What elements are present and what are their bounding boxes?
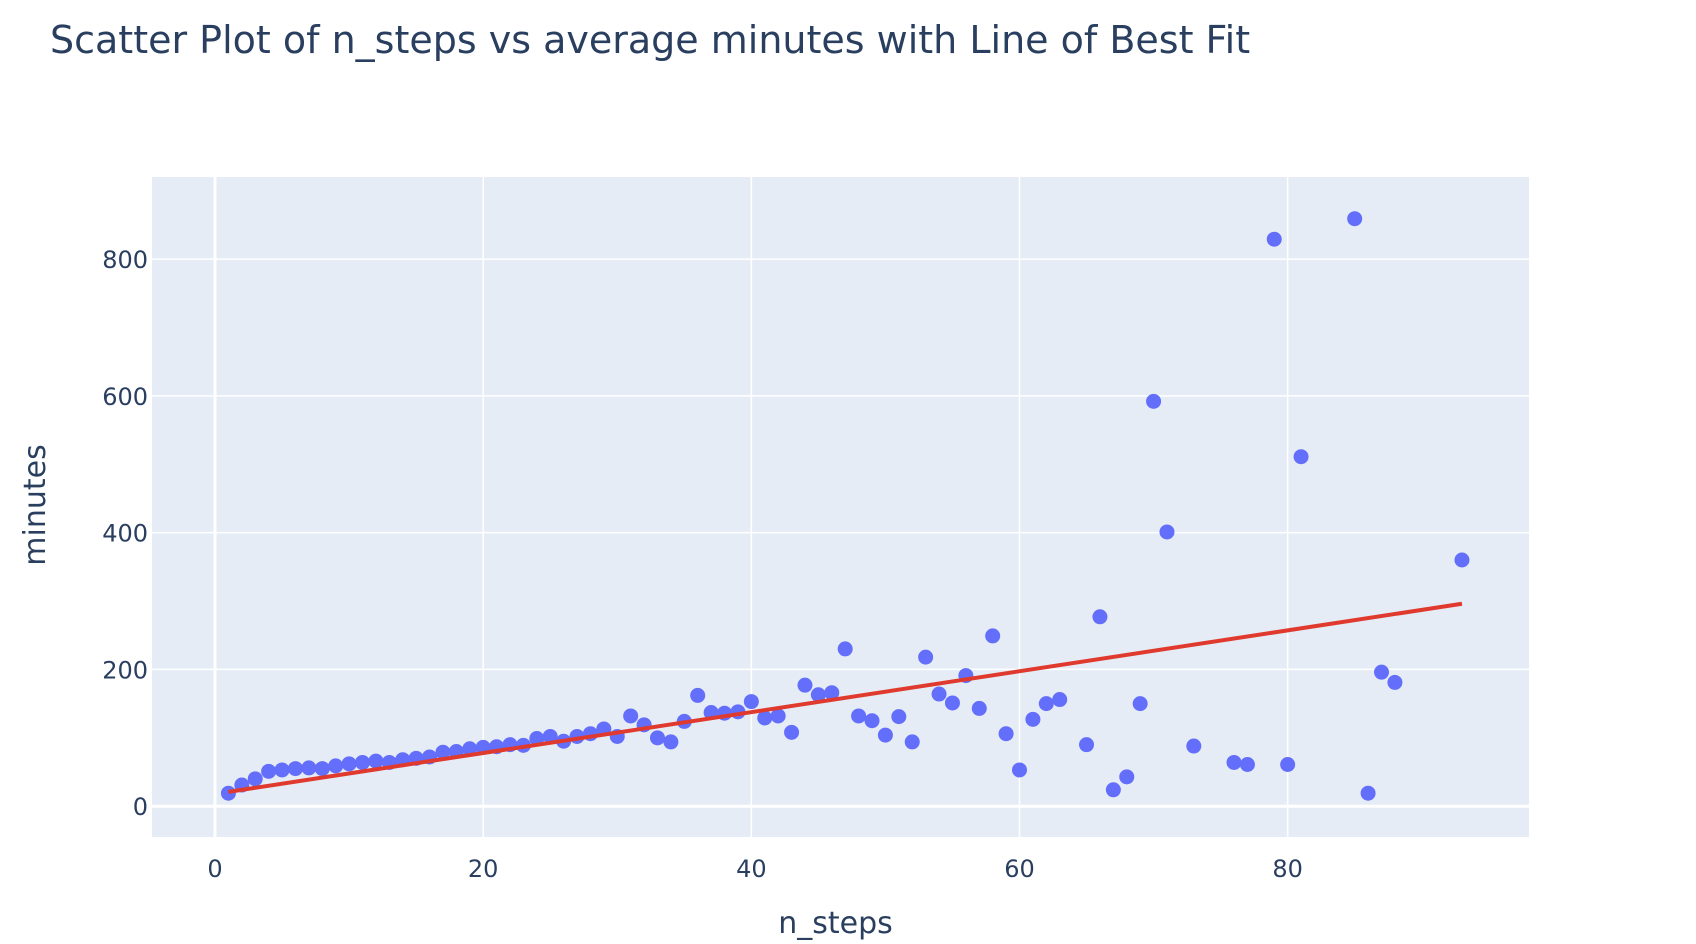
x-tick-label: 40 <box>736 855 767 883</box>
data-point[interactable] <box>810 687 826 703</box>
y-tick-label: 0 <box>133 793 148 821</box>
data-point[interactable] <box>287 761 303 777</box>
data-point[interactable] <box>1159 524 1175 540</box>
data-point[interactable] <box>904 734 920 750</box>
data-point[interactable] <box>944 695 960 711</box>
data-point[interactable] <box>301 760 317 776</box>
data-point[interactable] <box>998 726 1014 742</box>
y-tick-label: 600 <box>102 383 148 411</box>
data-point[interactable] <box>261 763 277 779</box>
data-point[interactable] <box>1025 711 1041 727</box>
x-tick-label: 0 <box>207 855 222 883</box>
y-tick-label: 800 <box>102 246 148 274</box>
data-point[interactable] <box>1266 231 1282 247</box>
data-point[interactable] <box>918 649 934 665</box>
data-point[interactable] <box>1079 737 1095 753</box>
data-point[interactable] <box>877 727 893 743</box>
data-point[interactable] <box>1105 782 1121 798</box>
data-point[interactable] <box>824 685 840 701</box>
data-point[interactable] <box>220 785 236 801</box>
data-point[interactable] <box>1454 552 1470 568</box>
y-tick-label: 400 <box>102 520 148 548</box>
data-point[interactable] <box>784 724 800 740</box>
data-point[interactable] <box>274 762 290 778</box>
data-point[interactable] <box>1011 762 1027 778</box>
data-point[interactable] <box>1119 769 1135 785</box>
line-of-best-fit <box>228 601 1463 794</box>
data-point[interactable] <box>355 754 371 770</box>
data-point[interactable] <box>341 756 357 772</box>
data-point[interactable] <box>757 710 773 726</box>
chart-title: Scatter Plot of n_steps vs average minut… <box>50 18 1251 62</box>
y-tick-label: 200 <box>102 656 148 684</box>
plot-area <box>152 177 1529 837</box>
x-tick-label: 80 <box>1272 855 1303 883</box>
x-tick-label: 20 <box>468 855 499 883</box>
data-point[interactable] <box>1360 785 1376 801</box>
data-point[interactable] <box>931 686 947 702</box>
data-point[interactable] <box>851 708 867 724</box>
data-point[interactable] <box>1132 696 1148 712</box>
data-point[interactable] <box>837 641 853 657</box>
data-point[interactable] <box>1280 757 1296 773</box>
data-point[interactable] <box>328 758 344 774</box>
data-point[interactable] <box>1347 211 1363 227</box>
data-point[interactable] <box>1374 664 1390 680</box>
data-point[interactable] <box>1038 696 1054 712</box>
x-axis-title: n_steps <box>778 906 893 941</box>
data-point[interactable] <box>368 753 384 769</box>
data-point[interactable] <box>770 708 786 724</box>
data-point[interactable] <box>1092 609 1108 625</box>
x-tick-label: 60 <box>1004 855 1035 883</box>
data-point[interactable] <box>1239 757 1255 773</box>
data-point[interactable] <box>690 687 706 703</box>
data-point[interactable] <box>1146 393 1162 409</box>
data-point[interactable] <box>864 713 880 729</box>
data-point[interactable] <box>797 677 813 693</box>
gridlines <box>152 177 1529 837</box>
data-point[interactable] <box>435 744 451 760</box>
data-point[interactable] <box>1226 754 1242 770</box>
data-point[interactable] <box>663 734 679 750</box>
data-point[interactable] <box>1387 674 1403 690</box>
data-point[interactable] <box>314 761 330 777</box>
data-point[interactable] <box>891 709 907 725</box>
y-axis-title: minutes <box>18 444 53 565</box>
data-point[interactable] <box>623 708 639 724</box>
data-point[interactable] <box>743 694 759 710</box>
data-point[interactable] <box>1186 738 1202 754</box>
data-point[interactable] <box>971 700 987 716</box>
data-point[interactable] <box>1052 692 1068 708</box>
data-point[interactable] <box>649 730 665 746</box>
data-point[interactable] <box>1293 449 1309 465</box>
data-point[interactable] <box>247 771 263 787</box>
data-point[interactable] <box>985 628 1001 644</box>
